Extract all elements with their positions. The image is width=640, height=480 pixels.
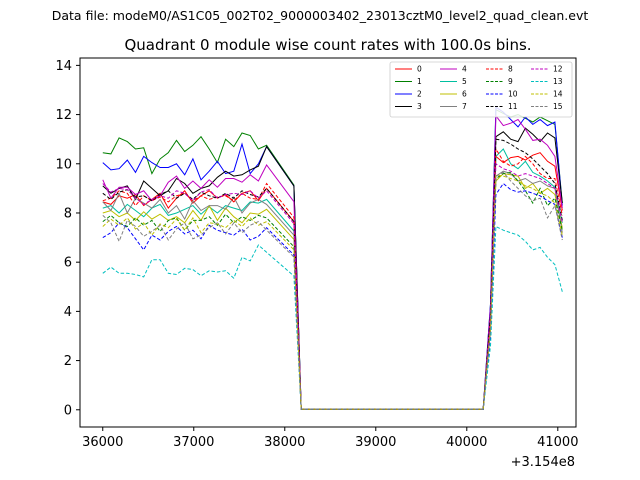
legend-label-6: 6 (462, 90, 467, 99)
plot-lines (102, 106, 563, 410)
y-tick-label: 4 (64, 305, 72, 320)
legend-box (389, 61, 573, 118)
x-tick-label: 38000 (264, 435, 305, 450)
chart-title: Quadrant 0 module wise count rates with … (124, 36, 531, 54)
legend-label-13: 13 (553, 77, 563, 86)
y-tick-label: 14 (55, 59, 72, 74)
chart-suptitle: Data file: modeM0/AS1C05_002T02_90000034… (52, 8, 589, 23)
x-tick-label: 39000 (355, 435, 396, 450)
legend-label-8: 8 (508, 65, 513, 74)
legend-label-12: 12 (553, 65, 563, 74)
legend-label-2: 2 (417, 90, 422, 99)
y-tick-label: 6 (64, 256, 72, 271)
y-tick-label: 0 (64, 403, 72, 418)
y-axis: 0 2 4 6 8 10 12 14 (55, 59, 80, 418)
legend-label-15: 15 (553, 102, 563, 111)
y-tick-label: 2 (64, 354, 72, 369)
legend-label-10: 10 (508, 90, 518, 99)
x-tick-label: 40000 (446, 435, 487, 450)
series-line-15 (102, 171, 563, 410)
x-tick-label: 41000 (537, 435, 578, 450)
x-offset-label: +3.154e8 (511, 455, 575, 470)
legend-label-7: 7 (462, 102, 467, 111)
legend-label-14: 14 (553, 90, 563, 99)
legend-label-3: 3 (417, 102, 422, 111)
legend-label-9: 9 (508, 77, 513, 86)
y-tick-label: 10 (55, 157, 72, 172)
legend-label-5: 5 (462, 77, 467, 86)
y-tick-label: 8 (64, 206, 72, 221)
legend-label-11: 11 (508, 102, 518, 111)
legend-label-1: 1 (417, 77, 422, 86)
legend-label-0: 0 (417, 65, 422, 74)
x-tick-label: 37000 (173, 435, 214, 450)
y-tick-label: 12 (55, 108, 72, 123)
x-axis: 36000 37000 38000 39000 40000 41000 (82, 427, 578, 450)
plot-area-frame (79, 57, 577, 428)
series-line-8 (102, 147, 563, 410)
legend-label-4: 4 (462, 65, 467, 74)
x-tick-label: 36000 (82, 435, 123, 450)
